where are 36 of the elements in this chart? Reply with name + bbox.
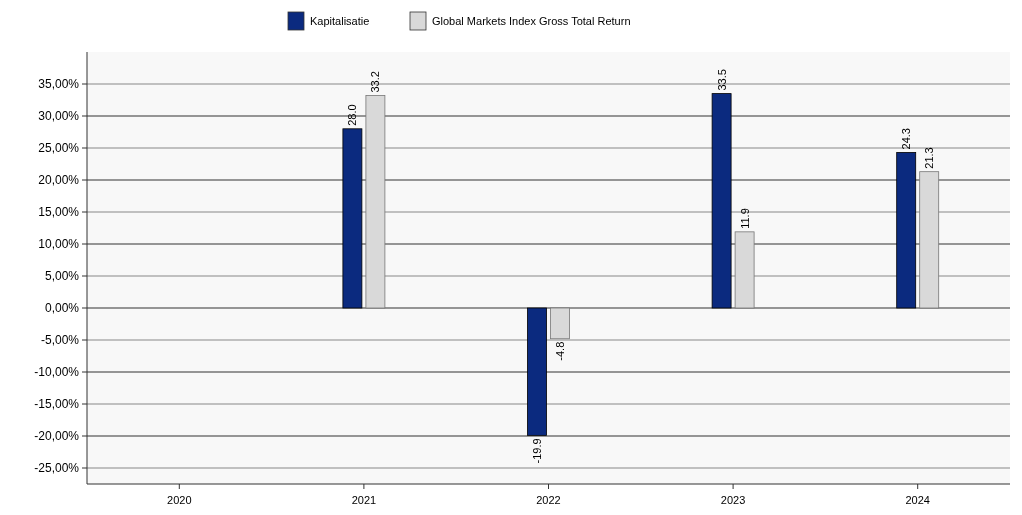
data-label: 24.3: [900, 128, 913, 150]
bar: [550, 307, 570, 340]
y-tick-label: 0,00%: [44, 301, 80, 316]
bar: [365, 95, 386, 309]
data-label: 33.5: [715, 69, 728, 91]
data-label: 33.2: [369, 71, 382, 93]
y-tick-label: -15,00%: [34, 397, 80, 412]
bar: [734, 231, 755, 309]
y-tick-label: 20,00%: [38, 173, 80, 188]
bar: [342, 128, 363, 309]
x-tick-label: 2022: [536, 494, 561, 506]
x-tick-label: 2020: [167, 494, 192, 506]
data-label: 21.3: [923, 147, 936, 169]
legend-label: Global Markets Index Gross Total Return: [432, 14, 631, 27]
legend-label: Kapitalisatie: [310, 14, 370, 27]
x-tick-label: 2024: [905, 494, 930, 506]
y-tick-label: 15,00%: [38, 205, 80, 220]
bar: [896, 152, 917, 309]
y-tick-label: 35,00%: [38, 77, 80, 92]
data-label: 11.9: [738, 208, 751, 229]
y-tick-label: -5,00%: [40, 333, 80, 348]
bar: [711, 93, 732, 309]
data-label: 28.0: [346, 104, 359, 126]
y-tick-label: -10,00%: [34, 365, 80, 380]
bar: [919, 171, 940, 309]
y-tick-label: -20,00%: [34, 429, 80, 444]
data-label: -19.9: [531, 438, 543, 464]
x-tick-label: 2021: [351, 494, 377, 506]
y-tick-label: -25,00%: [34, 461, 80, 476]
bar: [527, 307, 547, 436]
y-tick-label: 25,00%: [38, 141, 80, 156]
x-tick-label: 2023: [720, 494, 746, 506]
y-tick-label: 5,00%: [44, 269, 80, 284]
y-tick-label: 10,00%: [38, 237, 80, 252]
y-tick-label: 30,00%: [38, 109, 80, 124]
data-label: -4.8: [554, 341, 566, 361]
